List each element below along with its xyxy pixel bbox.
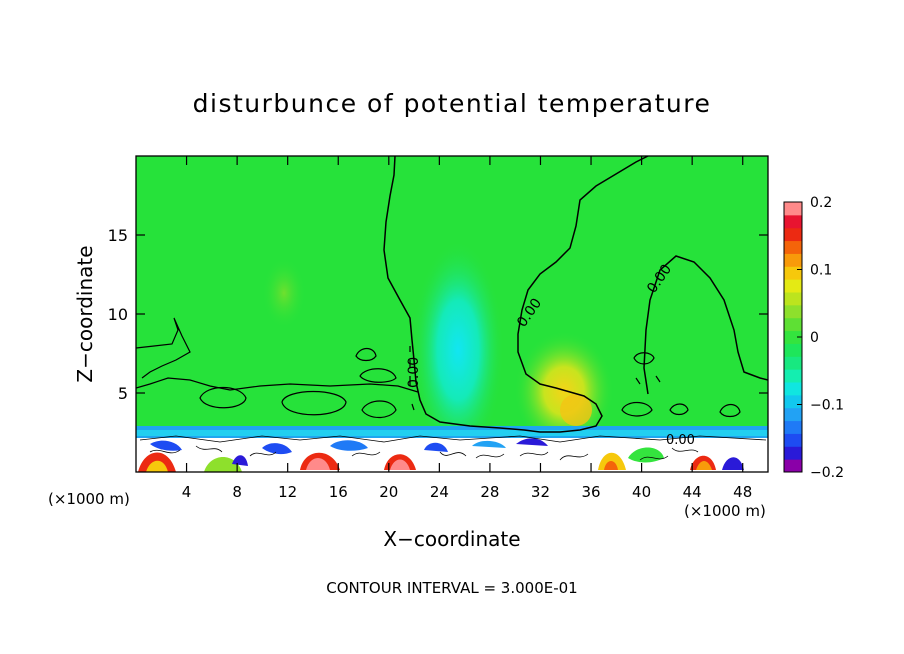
colorbar-segment [784,317,802,332]
x-axis-label: X−coordinate [383,527,520,551]
x-tick-label: 32 [531,483,550,501]
x-tick-label: 24 [430,483,449,501]
contour-label-4: 0.00 [666,433,695,448]
anomaly-warm-core [560,394,592,426]
colorbar-segment [784,240,802,254]
x-unit-left: (×1000 m) [48,490,130,508]
anomaly-cold-plume [412,240,504,460]
colorbar-segment [784,266,802,280]
colorbar-segment [784,343,802,357]
anomaly-weak-warm [262,257,306,329]
plot-area [136,156,768,472]
colorbar-segment [784,292,802,306]
colorbar-tick-label: 0.1 [810,263,832,279]
x-tick-label: 36 [581,483,600,501]
contour-patches-right [633,352,661,385]
colorbar-segment [784,202,802,216]
x-tick-label: 4 [182,483,192,501]
x-tick-label: 40 [632,483,651,501]
boundary-layer [136,426,768,472]
colorbar-segment [784,433,802,447]
x-tick-label: 20 [379,483,398,501]
y-tick-label: 10 [108,305,128,324]
x-tick-label: 48 [733,483,752,501]
colorbar-segment [784,214,802,229]
colorbar-tick-label: 0.2 [810,195,832,211]
x-tick-label: 44 [683,483,702,501]
colorbar-segment [784,394,802,409]
colorbar [784,202,802,473]
lower-cloud-outlines [136,317,741,419]
contour-interval-note: CONTOUR INTERVAL = 3.000E-01 [326,579,577,597]
x-tick-label: 8 [232,483,242,501]
x-tick-label: 16 [329,483,348,501]
dotted-label-column [409,346,415,411]
y-tick-label: 5 [118,384,128,403]
y-tick-label: 15 [108,226,128,245]
colorbar-segment [784,279,802,293]
colorbar-segment [784,382,802,396]
colorbar-segment [784,304,802,319]
colorbar-segment [784,356,802,370]
x-tick-label: 28 [480,483,499,501]
x-tick-label: 12 [278,483,297,501]
colorbar-ticks: 0.2 0.1 0 −0.1 −0.2 [797,195,844,481]
zero-contour-right [643,255,768,395]
colorbar-segment [784,446,802,460]
colorbar-tick-label: −0.1 [810,398,844,414]
zero-contour [383,156,649,433]
colorbar-segment [784,330,802,344]
colorbar-segment [784,227,802,242]
colorbar-tick-label: 0 [810,330,819,346]
x-axis-ticks: 4 8 12 16 20 24 28 32 36 40 44 48 [182,156,752,501]
colorbar-tick-label: −0.2 [810,465,844,481]
y-axis-ticks: 5 10 15 [108,226,768,403]
contour-label-3: 0.00 [406,357,422,388]
chart-title: disturbunce of potential temperature [193,89,712,118]
colorbar-segment [784,369,802,383]
x-unit-right: (×1000 m) [684,502,766,520]
y-axis-label: Z−coordinate [73,245,97,382]
colorbar-segment [784,407,802,422]
colorbar-segment [784,420,802,434]
colorbar-segment [784,253,802,267]
colorbar-segment [784,459,802,473]
